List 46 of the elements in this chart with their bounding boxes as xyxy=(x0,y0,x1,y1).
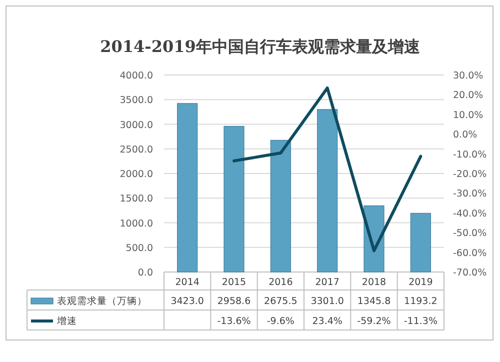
data-label: -9.6% xyxy=(266,316,294,327)
data-label: -59.2% xyxy=(357,316,391,327)
y2-tick-label: -60.0% xyxy=(453,248,487,259)
y2-tick-label: -70.0% xyxy=(453,268,487,278)
y2-tick-label: -20.0% xyxy=(453,169,487,180)
y-tick-label: 4000.0 xyxy=(120,70,153,82)
x-tick-label: 2016 xyxy=(268,277,293,288)
y2-tick-label: 30.0% xyxy=(453,70,484,82)
legend-label: 表观需求量（万辆） xyxy=(57,295,147,307)
y-tick-label: 2000.0 xyxy=(120,169,153,180)
bar xyxy=(177,103,198,272)
data-label: 2675.5 xyxy=(264,296,298,307)
y-tick-label: 500.0 xyxy=(126,242,153,254)
bar xyxy=(317,109,338,272)
y2-tick-label: 20.0% xyxy=(453,90,484,102)
data-label: 1193.2 xyxy=(404,296,438,307)
bar xyxy=(224,126,244,272)
data-label: 2958.6 xyxy=(217,296,251,307)
data-label: 1345.8 xyxy=(357,296,391,307)
y2-tick-label: -50.0% xyxy=(453,228,487,240)
data-label: 3301.0 xyxy=(310,296,344,307)
bar xyxy=(410,212,431,272)
y2-tick-label: 10.0% xyxy=(453,110,484,121)
x-tick-label: 2017 xyxy=(315,277,340,288)
legend-label: 增速 xyxy=(56,315,77,327)
y-tick-label: 3500.0 xyxy=(120,95,153,106)
x-tick-label: 2019 xyxy=(408,277,433,288)
x-tick-label: 2018 xyxy=(362,277,386,288)
y2-tick-label: -10.0% xyxy=(453,149,487,160)
data-label: -13.6% xyxy=(217,316,251,327)
x-tick-label: 2015 xyxy=(222,277,246,288)
y2-tick-label: -30.0% xyxy=(453,188,487,200)
x-tick-label: 2014 xyxy=(175,277,200,288)
y2-tick-label: 0.0% xyxy=(453,130,478,141)
chart-title: 2014-2019年中国自行车表观需求量及增速 xyxy=(100,37,421,56)
data-label: 3423.0 xyxy=(170,296,204,307)
bar xyxy=(270,140,291,272)
data-label: 23.4% xyxy=(312,316,342,327)
y-tick-label: 0.0 xyxy=(138,268,153,278)
line-series xyxy=(232,86,422,252)
y-tick-label: 2500.0 xyxy=(120,144,153,156)
data-label: -11.3% xyxy=(404,316,438,327)
y2-tick-label: -40.0% xyxy=(453,208,487,220)
y-tick-label: 1500.0 xyxy=(120,194,153,205)
y-tick-label: 1000.0 xyxy=(120,218,153,230)
y-tick-label: 3000.0 xyxy=(120,120,153,131)
